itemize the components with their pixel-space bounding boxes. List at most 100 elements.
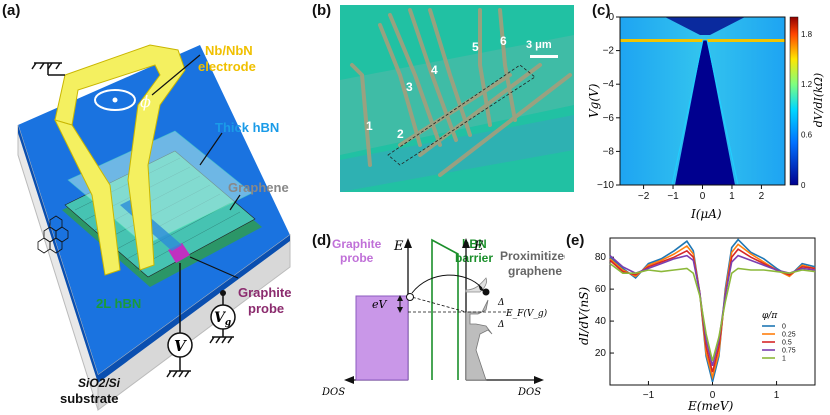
colormap-ytick-label: −2 bbox=[603, 46, 615, 57]
pointer-electrode bbox=[151, 54, 201, 96]
didv-legend-label: 0.25 bbox=[782, 332, 796, 339]
nb-electrode bbox=[54, 44, 186, 276]
didv-legend-label: 0 bbox=[782, 324, 786, 331]
probe-number-3: 3 bbox=[406, 80, 413, 94]
colormap-panel: −2 −1 0 1 2 0−2−4−6−8−10 1.81.20.60 I(μA) Vg… bbox=[587, 12, 825, 221]
didv-legend: 00.250.50.751 bbox=[762, 324, 796, 363]
ev-label: eV bbox=[372, 298, 388, 311]
colormap-ytick-label: −10 bbox=[597, 180, 614, 191]
device-micrograph: 3 μm 1 2 3 4 5 6 bbox=[340, 5, 574, 192]
pointer-graphene bbox=[229, 194, 241, 211]
tunneling-arrow bbox=[411, 274, 483, 294]
colorbar-tick-label: 0.6 bbox=[801, 131, 813, 140]
probe-number-6: 6 bbox=[500, 34, 507, 48]
graphene-dos bbox=[465, 299, 493, 381]
colorbar-ticks: 1.8 1.2 0.6 0 bbox=[801, 30, 813, 190]
colormap-yticks: 0 −2 −4 −6 −8 −10 bbox=[597, 12, 620, 191]
didv-xtick-label: −1 bbox=[643, 390, 655, 401]
flux-ring bbox=[94, 89, 136, 111]
pointer-graphite bbox=[189, 256, 239, 279]
colorbar bbox=[789, 16, 799, 186]
graphene-dashed-outline bbox=[387, 64, 536, 166]
colorbar-tick-label: 0 bbox=[801, 181, 806, 190]
ground-symbol-vg bbox=[209, 329, 234, 344]
panel-label-d: (d) bbox=[312, 232, 332, 249]
colormap-top-region bbox=[665, 17, 745, 35]
didv-series-group bbox=[609, 238, 816, 382]
electrode-label: Nb/NbN electrode bbox=[198, 43, 256, 74]
e-axis-left: E bbox=[393, 239, 404, 254]
graphite-probe-label-d: Graphite probe bbox=[332, 237, 382, 265]
delta-bottom-label: Δ bbox=[497, 320, 505, 330]
colormap-ytick-label: −6 bbox=[603, 113, 615, 124]
colormap-dark-fan bbox=[675, 40, 735, 185]
gate-contact bbox=[220, 290, 226, 296]
colormap-xtick-label: −1 bbox=[667, 191, 679, 202]
hbn-2l-label: 2L hBN bbox=[96, 296, 141, 311]
dos-right-label: DOS bbox=[517, 387, 541, 398]
colorbar-tick-label: 1.2 bbox=[801, 80, 813, 89]
ground-symbol-v bbox=[166, 357, 191, 378]
substrate-label: SiO2/Si substrate bbox=[60, 376, 121, 406]
graphene-edge-hexagons bbox=[37, 215, 69, 254]
scalebar-label: 3 μm bbox=[526, 39, 552, 51]
hbn-barrier bbox=[431, 238, 459, 380]
vg-meter-sub: g bbox=[225, 318, 231, 328]
didv-ytick-label: 40 bbox=[595, 316, 607, 327]
colormap-ytick-label: −4 bbox=[603, 79, 615, 90]
didv-legend-label: 1 bbox=[782, 356, 786, 363]
colormap-xticks: −2 −1 0 1 2 bbox=[638, 185, 765, 202]
colormap-xtick-label: 2 bbox=[759, 191, 765, 202]
thick-hbn-label: Thick hBN bbox=[215, 120, 279, 135]
probe-number-4: 4 bbox=[431, 63, 438, 77]
flux-dot bbox=[112, 97, 118, 103]
colormap-ylabel: Vg(V) bbox=[587, 83, 601, 118]
didv-ytick-label: 80 bbox=[595, 252, 607, 263]
didv-ytick-label: 60 bbox=[595, 284, 607, 295]
didv-axes: −1 0 1 20 40 60 80 bbox=[595, 252, 780, 401]
didv-legend-title: φ/π bbox=[762, 311, 778, 321]
graphene-label: Graphene bbox=[228, 180, 289, 195]
didv-legend-label: 0.75 bbox=[782, 348, 796, 355]
delta-top-label: Δ bbox=[497, 298, 505, 308]
didv-ylabel: dI/dV(nS) bbox=[577, 287, 591, 345]
energy-diagram: Graphite probe hBN barrier Proximitized gra… bbox=[321, 237, 565, 398]
didv-xlabel: E(meV) bbox=[687, 399, 734, 413]
ground-symbol-top bbox=[31, 62, 65, 76]
dos-left-label: DOS bbox=[321, 387, 345, 398]
colormap-ytick-label: 0 bbox=[608, 12, 614, 23]
didv-legend-label: 0.5 bbox=[782, 340, 792, 347]
proximitized-label: Proximitized graphene bbox=[500, 249, 565, 278]
pointer-thick-hbn bbox=[199, 132, 223, 166]
fermi-level-label: E_F(V_g) bbox=[505, 308, 548, 319]
device-schematic: ϕ V Vg Nb/NbN electrode Thick hBN Graphen… bbox=[17, 43, 291, 411]
electron-symbol bbox=[482, 288, 490, 296]
phi-label: ϕ bbox=[140, 92, 151, 111]
panel-label-a: (a) bbox=[2, 2, 21, 19]
colormap-xlabel: I(μA) bbox=[690, 207, 722, 221]
didv-ytick-label: 20 bbox=[595, 348, 607, 359]
vg-meter-label: Vg bbox=[214, 310, 231, 328]
didv-series-line bbox=[609, 262, 816, 362]
v-meter-label: V bbox=[174, 337, 187, 355]
didv-series-line bbox=[609, 238, 816, 382]
scalebar bbox=[530, 55, 558, 58]
probe-number-2: 2 bbox=[397, 127, 404, 141]
colormap-ytick-label: −8 bbox=[603, 146, 615, 157]
colormap-xtick-label: 1 bbox=[729, 191, 735, 202]
colormap-xtick-label: 0 bbox=[700, 191, 706, 202]
didv-xtick-label: 0 bbox=[710, 390, 716, 401]
colorbar-tick-label: 1.8 bbox=[801, 30, 813, 39]
graphite-region bbox=[340, 115, 574, 192]
colormap-xtick-label: −2 bbox=[638, 191, 650, 202]
e-axis-right: E bbox=[473, 239, 484, 254]
micro-leads bbox=[350, 8, 572, 177]
didv-series-line bbox=[609, 254, 816, 366]
panel-label-c: (c) bbox=[592, 2, 611, 19]
graphite-probe-label: Graphite probe bbox=[238, 285, 291, 316]
probe-number-1: 1 bbox=[366, 119, 373, 133]
didv-xtick-label: 1 bbox=[774, 390, 780, 401]
hole-symbol bbox=[406, 293, 414, 301]
probe-number-5: 5 bbox=[472, 40, 479, 54]
